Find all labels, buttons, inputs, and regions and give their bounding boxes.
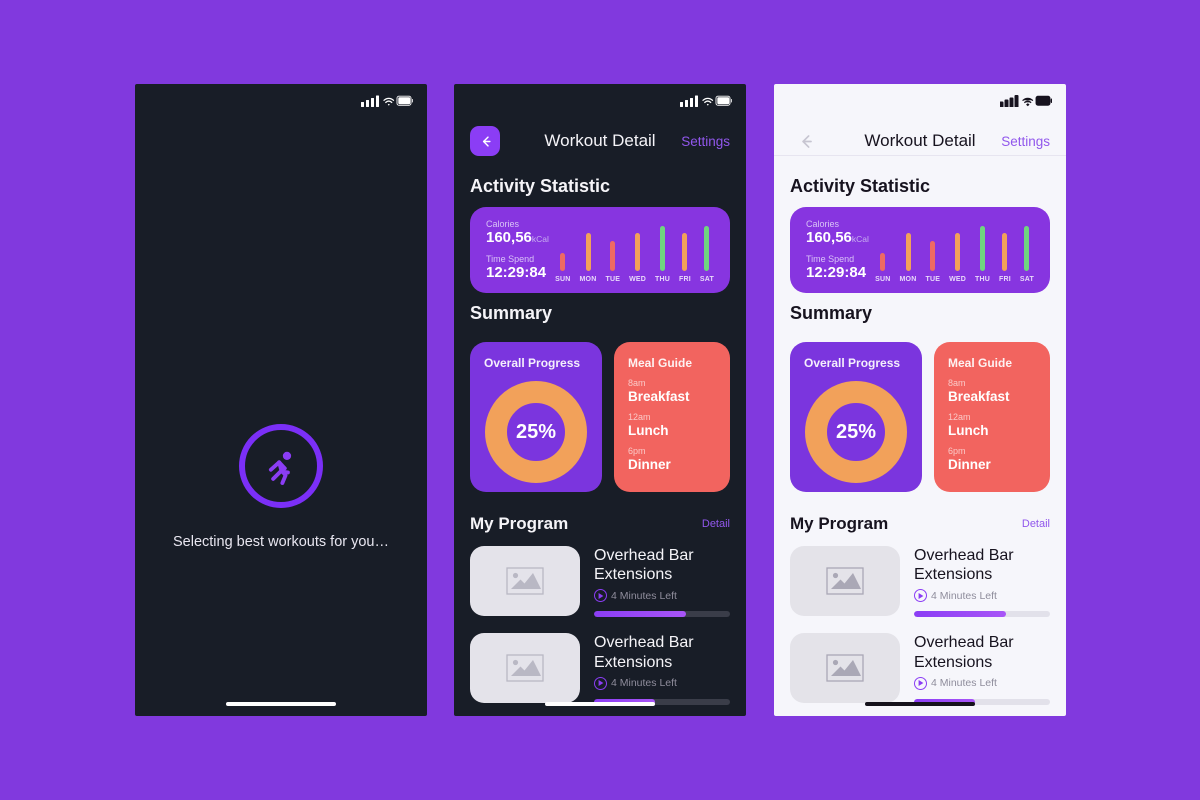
svg-text:25%: 25% [836,421,876,443]
svg-text:25%: 25% [516,421,556,443]
